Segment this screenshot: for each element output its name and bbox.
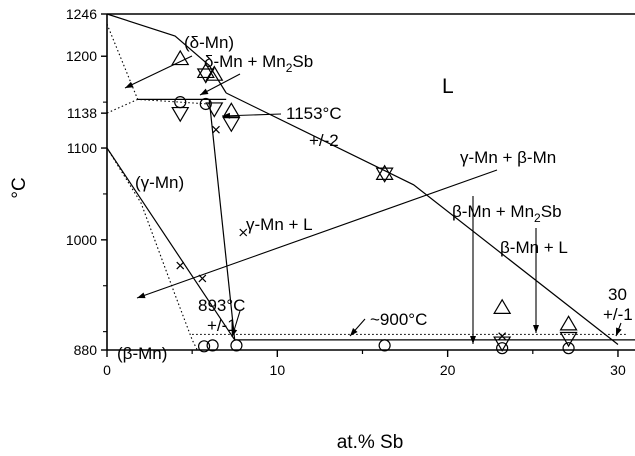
arrow-beta-l-head xyxy=(533,325,539,333)
y-tick-label: 1138 xyxy=(67,105,97,121)
data-point-triangle-up xyxy=(205,65,224,81)
label-1153: 1153°C xyxy=(286,104,342,123)
phase-line-liquidus-delta xyxy=(106,13,227,94)
phase-line-liquidus-main xyxy=(225,92,619,345)
data-point-cross xyxy=(212,125,220,134)
label-beta-mn: (β-Mn) xyxy=(117,344,167,363)
arrow-30-head xyxy=(616,327,622,336)
data-point-triangle-down xyxy=(222,117,241,133)
data-point-triangle-down xyxy=(205,102,224,118)
x-axis-title: at.% Sb xyxy=(337,432,404,453)
data-point-circle xyxy=(378,339,391,352)
x-tick-label: 0 xyxy=(103,362,111,378)
arrow-1153-head xyxy=(222,112,231,119)
data-point-cross xyxy=(239,228,248,237)
y-axis-title: °C xyxy=(9,177,30,198)
y-tick-label: 1100 xyxy=(67,140,97,156)
label-1153-err: +/-2 xyxy=(309,131,339,150)
data-point-triangle-up xyxy=(375,164,394,180)
data-point-circle xyxy=(197,340,211,353)
phase-boundaries xyxy=(106,13,635,351)
phase-line-delta-left-dotted xyxy=(106,98,138,114)
label-30: 30 xyxy=(608,285,627,304)
data-point-triangle-down xyxy=(196,68,215,84)
x-tick-label: 20 xyxy=(440,362,456,378)
label-gamma-beta: γ-Mn + β-Mn xyxy=(460,148,556,167)
label-893-err: +/-1 xyxy=(207,316,237,335)
x-tick-label: 10 xyxy=(270,362,286,378)
data-point-circle xyxy=(206,339,219,352)
label-893: 893°C xyxy=(198,296,245,315)
arrow-delta-mn-head xyxy=(125,81,134,88)
arrow-gamma-beta-head xyxy=(137,292,146,299)
data-markers xyxy=(171,49,578,355)
arrow-893-head xyxy=(231,328,238,337)
data-point-circle xyxy=(199,97,212,111)
phase-line-gamma-solidus xyxy=(106,147,236,341)
label-gamma-mn: (γ-Mn) xyxy=(135,173,184,192)
label-beta-mn2sb: β-Mn + Mn2Sb xyxy=(452,202,562,225)
arrow-delta-mn2sb-head xyxy=(200,88,209,95)
data-point-triangle-up xyxy=(493,298,512,314)
data-point-triangle-up xyxy=(171,49,190,66)
data-point-circle xyxy=(174,96,187,109)
y-tick-label: 1000 xyxy=(66,232,97,248)
label-beta-l: β-Mn + L xyxy=(500,238,568,257)
data-point-circle xyxy=(496,342,509,355)
label-liquid: L xyxy=(442,75,454,98)
plot-frame xyxy=(106,13,635,351)
data-point-circle xyxy=(230,339,243,352)
label-900: ~900°C xyxy=(370,310,427,329)
arrow-gamma-beta-line xyxy=(136,169,498,299)
arrow-delta-mn-line xyxy=(124,55,193,89)
label-30-err: +/-1 xyxy=(603,305,633,324)
y-tick-label: 1246 xyxy=(66,6,97,22)
label-delta-mn2sb: δ-Mn + Mn2Sb xyxy=(204,52,313,75)
data-point-cross xyxy=(498,332,507,341)
phase-line-gamma-liquidus xyxy=(208,99,236,340)
annotation-arrows xyxy=(124,55,622,344)
data-point-triangle-up xyxy=(559,315,578,331)
data-point-circle xyxy=(562,342,575,355)
y-tick-label: 1200 xyxy=(66,48,97,64)
data-point-triangle-down xyxy=(559,331,578,348)
axis-ticks: 0 10 20 30 880 1000 1100 1138 1200 1246 xyxy=(66,6,626,378)
data-point-triangle-down xyxy=(171,106,190,123)
arrow-900-head xyxy=(350,328,358,336)
arrow-1153-line xyxy=(221,113,282,117)
x-tick-label: 30 xyxy=(610,362,626,378)
data-point-triangle-up xyxy=(196,62,215,79)
data-point-cross xyxy=(176,261,185,270)
arrow-beta-mn2sb-head xyxy=(470,336,476,344)
y-tick-label: 880 xyxy=(74,342,98,358)
data-point-triangle-up xyxy=(222,102,241,118)
label-delta-mn: (δ-Mn) xyxy=(184,33,234,52)
label-gamma-l: γ-Mn + L xyxy=(246,215,313,234)
data-point-triangle-down xyxy=(375,167,394,183)
